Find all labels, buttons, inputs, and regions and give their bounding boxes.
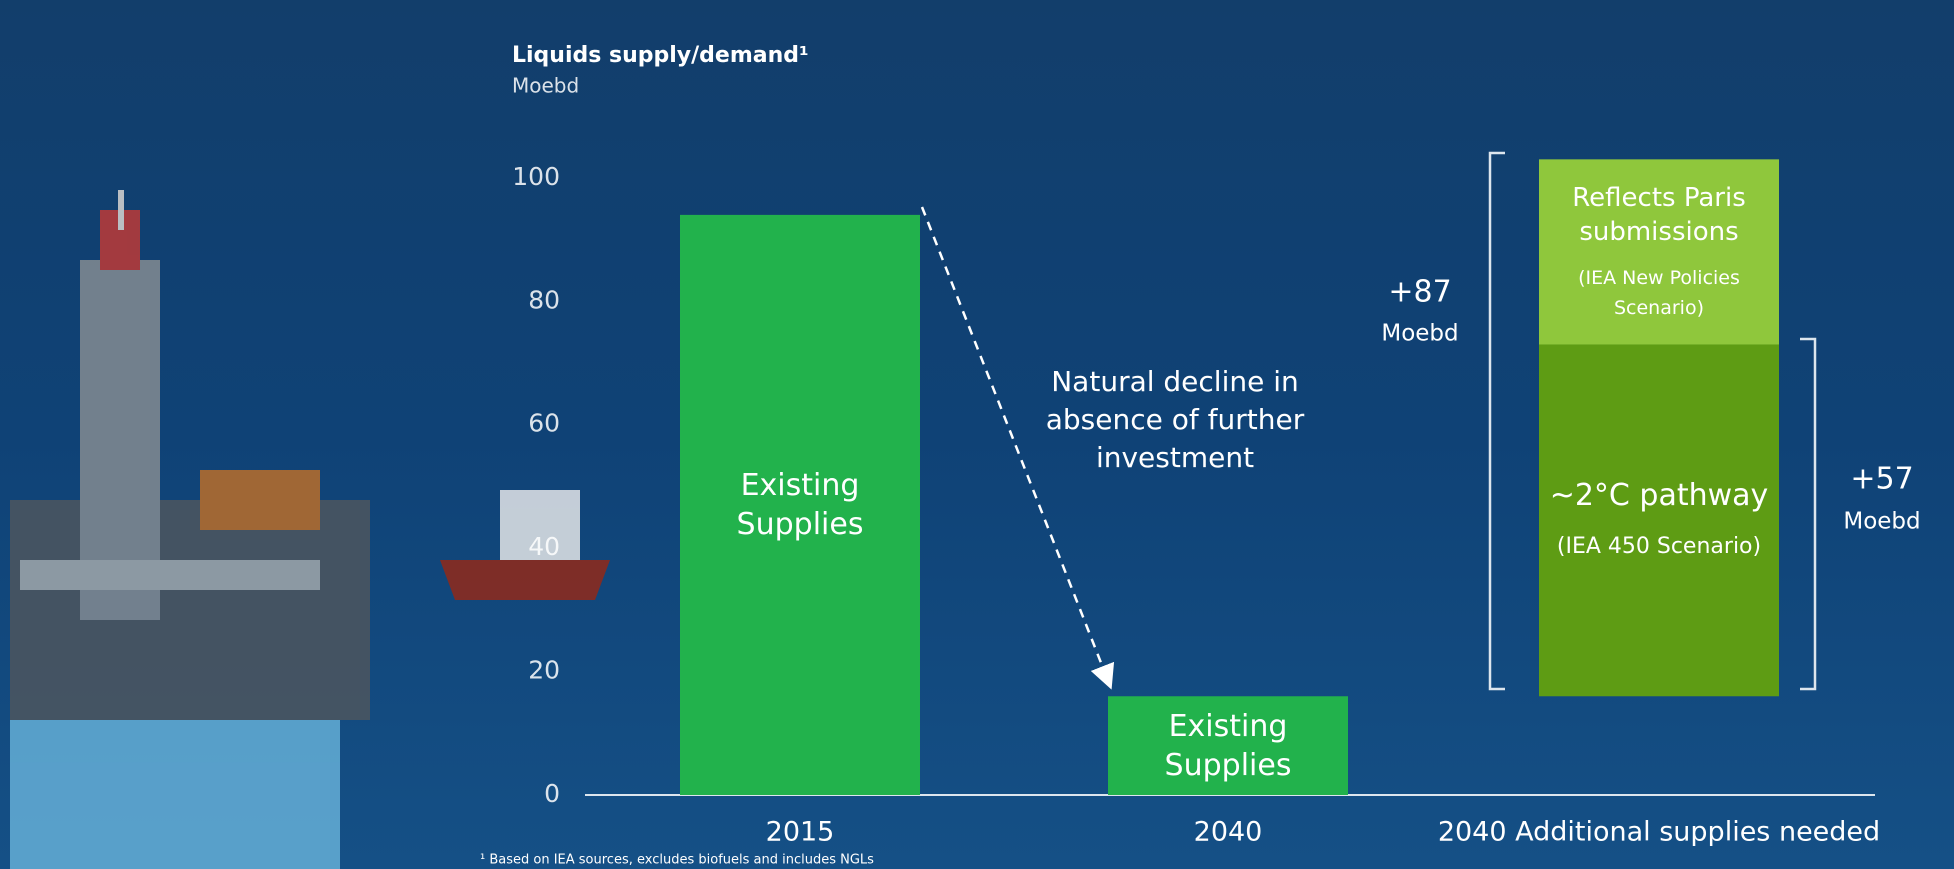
bar-label: Existing Supplies	[680, 215, 920, 795]
y-tick-label: 0	[544, 779, 560, 808]
y-tick-label: 60	[528, 409, 560, 438]
bar-label: Reflects Paris submissions (IEA New Polic…	[1539, 159, 1779, 344]
chart-subtitle: Moebd	[512, 74, 579, 98]
chart: Liquids supply/demand¹ Moebd Natural dec…	[0, 0, 1954, 869]
series-name: Existing Supplies	[680, 466, 920, 544]
x-tick-label: 2040	[1194, 817, 1263, 848]
bar-label-box: Existing Supplies	[680, 215, 920, 795]
x-tick-label: 2040 Additional supplies needed	[1438, 817, 1880, 848]
bar-label: Existing Supplies	[1108, 696, 1348, 795]
bar-label-box: Reflects Paris submissions (IEA New Polic…	[1539, 159, 1779, 344]
bar-label: ~2°C pathway (IEA 450 Scenario)	[1539, 344, 1779, 696]
y-tick-label: 20	[528, 656, 560, 685]
bar-label-box: ~2°C pathway (IEA 450 Scenario)	[1539, 344, 1779, 696]
decline-text: Natural decline in absence of further in…	[1010, 355, 1340, 485]
bar-label-box: Existing Supplies	[1108, 696, 1348, 795]
chart-title: Liquids supply/demand¹	[512, 43, 809, 68]
x-tick-label: 2015	[766, 817, 835, 848]
series-name: Reflects Paris submissions	[1539, 181, 1779, 249]
y-tick-label: 80	[528, 285, 560, 314]
series-note: (IEA New Policies Scenario)	[1539, 263, 1779, 323]
bracket-unit: Moebd	[1381, 321, 1458, 347]
series-note: (IEA 450 Scenario)	[1539, 529, 1779, 564]
series-name: ~2°C pathway	[1539, 476, 1779, 515]
bracket-unit: Moebd	[1843, 509, 1920, 535]
series-name: Existing Supplies	[1108, 707, 1348, 785]
decline-annotation: Natural decline in absence of further in…	[1010, 355, 1340, 485]
y-tick-label: 100	[512, 162, 560, 191]
y-tick-label: 40	[528, 532, 560, 561]
bracket-label: +87	[1388, 275, 1451, 310]
footnote: ¹ Based on IEA sources, excludes biofuel…	[480, 853, 874, 868]
bracket-label: +57	[1850, 462, 1913, 497]
